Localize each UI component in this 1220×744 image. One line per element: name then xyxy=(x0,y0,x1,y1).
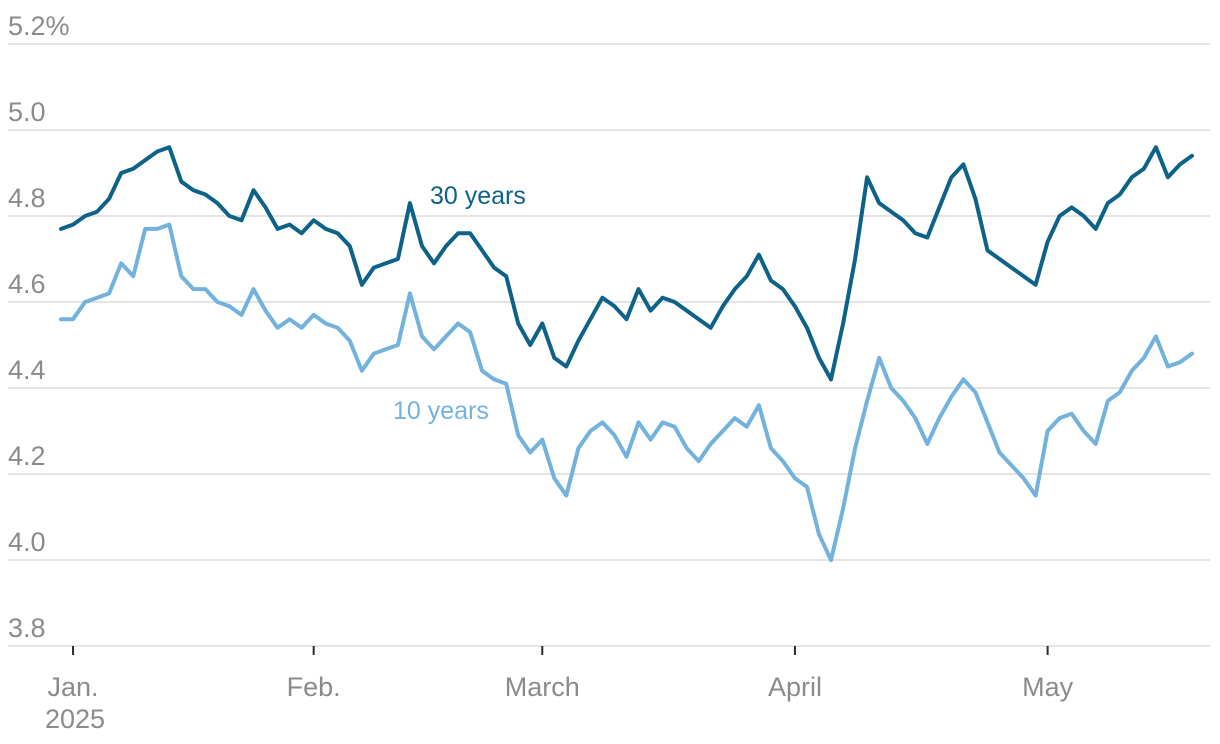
y-axis-label: 4.6 xyxy=(8,269,46,299)
x-axis-label: April xyxy=(768,672,822,702)
series-label-30-years: 30 years xyxy=(430,182,526,210)
y-axis-label: 4.4 xyxy=(8,355,46,385)
y-axis-label: 5.0 xyxy=(8,97,46,127)
series-label-10-years: 10 years xyxy=(393,397,489,425)
x-axis-label: Feb. xyxy=(287,672,341,702)
x-axis-year-label: 2025 xyxy=(45,704,105,734)
y-axis-label: 4.0 xyxy=(8,527,46,557)
line-10-years xyxy=(59,222,1194,562)
line-30-years xyxy=(59,145,1194,382)
x-axis-label: May xyxy=(1022,672,1074,702)
y-axis-label: 4.2 xyxy=(8,441,46,471)
x-axis-label: March xyxy=(505,672,580,702)
y-axis-label: 3.8 xyxy=(8,613,46,643)
y-axis-label: 5.2% xyxy=(8,11,70,41)
y-axis-label: 4.8 xyxy=(8,183,46,213)
x-axis-label: Jan. xyxy=(48,672,99,702)
